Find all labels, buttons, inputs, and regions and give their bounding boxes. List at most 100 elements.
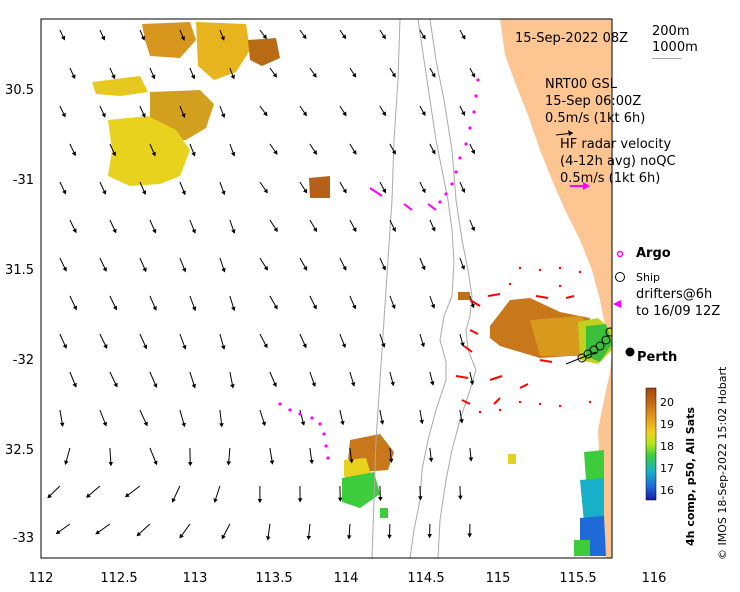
current-vector-head (140, 35, 146, 41)
current-vector-head (272, 382, 277, 388)
current-vector-head (113, 305, 118, 311)
current-vector-head (420, 342, 425, 348)
current-vector-head (102, 421, 108, 427)
city-label: Perth (637, 350, 678, 365)
current-vector-head (226, 461, 232, 466)
current-vector-head (221, 190, 226, 196)
current-vector-head (312, 227, 318, 233)
x-tick: 112.5 (100, 571, 138, 586)
current-vector-head (306, 535, 312, 541)
current-vector-head (342, 188, 347, 194)
current-vector-head (142, 267, 147, 273)
model-name: NRT00 GSL (545, 77, 617, 92)
current-vector-head (230, 151, 236, 157)
current-vector-head (171, 497, 176, 503)
current-vector-head (428, 457, 434, 463)
current-vector-head (470, 149, 476, 155)
model-current-vectors (47, 29, 476, 541)
drifters-until-label: to 16/09 12Z (636, 304, 721, 319)
colorbar-tick: 16 (660, 484, 674, 497)
current-vector-head (179, 533, 184, 539)
current-vector-head (461, 34, 466, 40)
current-vector-head (102, 267, 107, 272)
current-vector-head (468, 457, 474, 462)
drifter-point (588, 400, 592, 404)
current-vector-head (191, 383, 196, 389)
drifter-point (508, 282, 512, 286)
current-vector-head (342, 111, 347, 117)
x-tick: 115 (485, 571, 511, 586)
current-vector-head (350, 381, 356, 387)
current-vector-head (152, 228, 157, 234)
drifter-point (478, 410, 482, 414)
current-vector-head (390, 381, 395, 387)
x-tick: 115.5 (559, 571, 597, 586)
y-tick: -31 (12, 173, 34, 188)
radar-subtitle: (4-12h avg) noQC (560, 154, 676, 169)
argo-label: Argo (636, 246, 671, 261)
current-vector-head (108, 461, 113, 467)
current-vector-head (273, 150, 278, 155)
current-vector-head (141, 113, 146, 118)
current-vector-head (421, 188, 426, 194)
current-vector-head (102, 189, 107, 195)
current-vector-head (430, 304, 436, 309)
current-vector-head (257, 499, 263, 504)
current-vector-head (182, 344, 187, 350)
current-vector-head (151, 151, 156, 157)
current-vector-head (352, 227, 357, 233)
current-vector-head (470, 303, 475, 309)
current-vector-head (191, 151, 196, 157)
current-vector-head (143, 421, 148, 427)
current-vector-head (101, 112, 106, 118)
current-vector-head (181, 113, 186, 118)
map-datetime: 15-Sep-2022 08Z (515, 31, 629, 46)
current-vector-head (141, 190, 147, 195)
radar-scale: 0.5m/s (1kt 6h) (560, 171, 661, 186)
current-vector-head (71, 151, 76, 157)
radar-title: HF radar velocity (560, 137, 672, 152)
current-vector-head (382, 188, 386, 194)
ship-label: Ship (636, 271, 660, 284)
current-vector-head (419, 419, 424, 425)
isobath-1000m-label: 1000m (652, 40, 698, 55)
y-tick: -33 (12, 531, 34, 546)
current-vector-head (103, 344, 108, 349)
current-vector-head (461, 111, 466, 116)
drifter-point (558, 284, 562, 288)
current-vector-head (221, 534, 226, 540)
current-vector-head (180, 36, 185, 41)
current-vector-head (381, 343, 386, 348)
current-vector-head (381, 265, 386, 271)
drifter-point (578, 270, 582, 274)
current-vector-head (391, 304, 396, 310)
current-vector-head (342, 265, 347, 271)
current-vector-head (302, 343, 307, 349)
current-vector-head (312, 150, 317, 155)
perth-marker (625, 347, 635, 357)
current-vector-head (378, 496, 383, 502)
current-vector-head (111, 151, 116, 157)
current-vector-head (59, 422, 65, 427)
current-vector-head (64, 460, 69, 466)
current-vector-head (311, 382, 316, 387)
current-vector-head (431, 226, 436, 232)
colorbar-tick: 20 (660, 396, 674, 409)
drifter-point (558, 266, 562, 270)
colorbar-tick: 19 (660, 418, 674, 431)
current-vector-head (421, 111, 426, 117)
current-vector-head (191, 306, 197, 312)
current-vector-head (273, 227, 278, 233)
isobath-lines (371, 19, 477, 558)
ship-legend-symbol (615, 272, 625, 282)
argo-legend-symbol (616, 250, 624, 258)
current-vector-head (303, 188, 308, 194)
current-vector-head (220, 36, 225, 41)
current-vector-head (302, 34, 307, 40)
current-vector-head (152, 305, 157, 311)
current-vector-head (309, 459, 314, 465)
current-vector-head (427, 534, 432, 539)
current-vector-head (347, 535, 352, 540)
current-vector-head (136, 531, 142, 537)
current-vector-head (219, 423, 224, 428)
